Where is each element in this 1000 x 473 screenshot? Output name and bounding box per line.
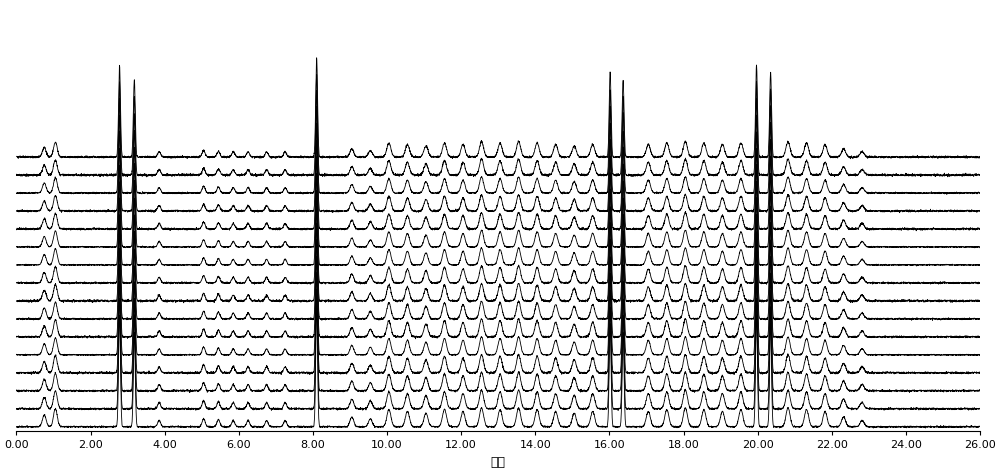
X-axis label: 分钟: 分钟 [491, 456, 506, 469]
